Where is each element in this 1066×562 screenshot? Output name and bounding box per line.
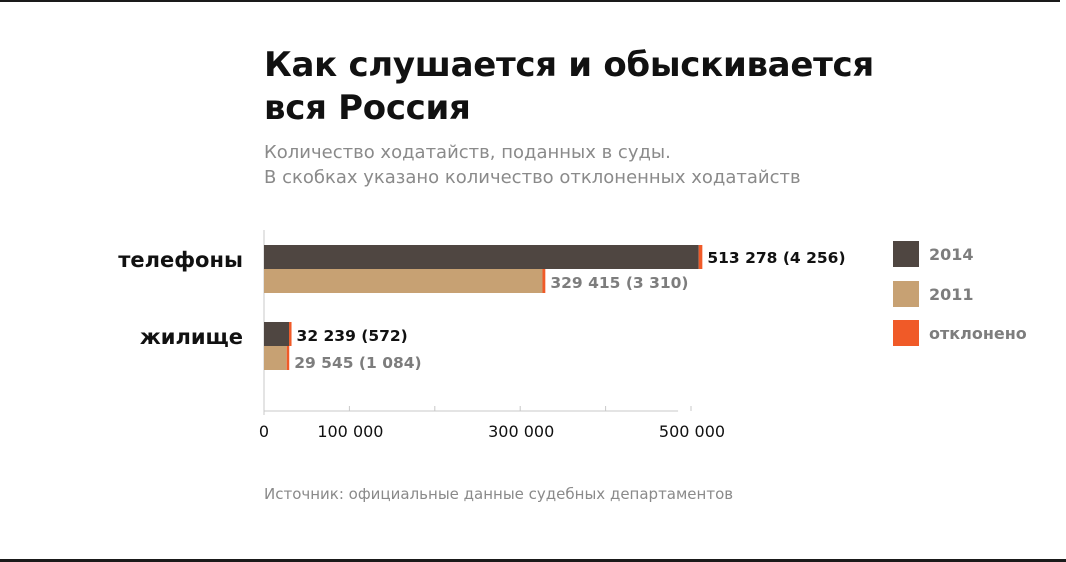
legend-swatch — [893, 281, 919, 307]
data-label: 29 545 (1 084) — [294, 354, 421, 372]
legend-label: 2014 — [929, 245, 974, 264]
chart-subtitle: Количество ходатайств, поданных в суды. … — [264, 140, 964, 190]
source-note: Источник: официальные данные судебных де… — [264, 485, 734, 503]
data-label: 513 278 (4 256) — [707, 249, 845, 267]
category-label: жилище — [140, 325, 243, 349]
bar-2014 — [264, 322, 290, 346]
bar-rejected-2011 — [542, 269, 546, 293]
bar-2011 — [264, 346, 287, 370]
subtitle-line-1: Количество ходатайств, поданных в суды. — [264, 142, 671, 163]
chart-title: Как слушается и обыскивается вся Россия — [264, 44, 904, 130]
bar-rejected-2014 — [698, 245, 703, 269]
x-tick-label: 500 000 — [659, 422, 725, 441]
bar-rejected-2011 — [286, 346, 290, 370]
bar-rejected-2014 — [289, 322, 292, 346]
x-tick-label: 0 — [259, 422, 269, 441]
bottom-rule — [0, 559, 1066, 562]
legend-swatch — [893, 320, 919, 346]
legend-label: отклонено — [929, 324, 1027, 343]
title-line-2: вся Россия — [264, 88, 471, 128]
legend-label: 2011 — [929, 285, 974, 304]
x-tick-label: 300 000 — [488, 422, 554, 441]
subtitle-line-2: В скобках указано количество отклоненных… — [264, 167, 801, 188]
title-line-1: Как слушается и обыскивается — [264, 45, 874, 85]
category-label: телефоны — [118, 248, 243, 272]
legend-swatch — [893, 241, 919, 267]
data-label: 32 239 (572) — [297, 327, 408, 345]
x-tick-label: 100 000 — [317, 422, 383, 441]
bar-2011 — [264, 269, 543, 293]
data-label: 329 415 (3 310) — [550, 274, 688, 292]
top-rule — [0, 0, 1060, 2]
bar-2014 — [264, 245, 699, 269]
